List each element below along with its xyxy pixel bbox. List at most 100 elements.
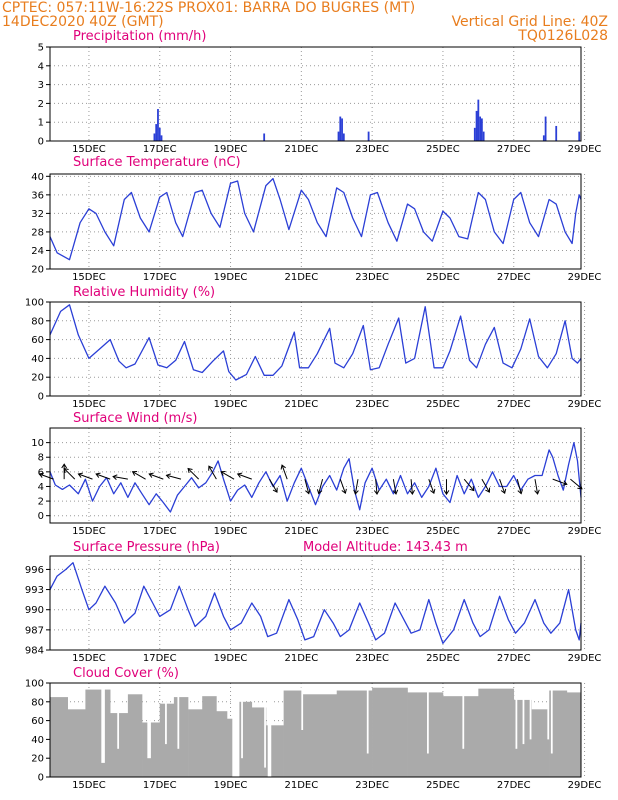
precip-bar [367,131,370,141]
precip-bar [341,118,343,141]
wind-arrow [481,478,490,493]
pressure-y-tick-label: 993 [25,585,44,596]
wind-arrow-head [220,471,226,476]
wind-frame [49,427,582,524]
wind-arrow [95,473,111,480]
wind-arrow [187,468,200,480]
cloud-cover-block [202,696,217,777]
humidity-x-tick-label: 25DEC [426,399,460,410]
humidity-x-tick-label: 23DEC [355,399,389,410]
header-model-id: TQ0126L028 [518,28,608,44]
wind-arrow-head [409,489,415,496]
temp-x-tick-label: 29DEC [568,272,602,283]
wind-arrow [39,473,54,480]
wind-arrow [392,479,397,495]
wind-arrow [354,479,359,495]
pressure-x-tick-label: 29DEC [568,653,602,664]
wind-x-tick-label: 29DEC [568,526,602,537]
wind-arrow [78,473,93,480]
temp-line [49,177,582,261]
wind-arrow [499,478,506,494]
precip-x-tick-label: 17DEC [143,144,177,155]
cloud-cover-block [566,692,582,777]
cloud-cover-block [442,696,479,777]
cloud-x-tick-label: 29DEC [568,780,602,791]
header-grid-line: Vertical Grid Line: 40Z [451,14,608,30]
cloud-cover-gap [264,683,266,768]
wind-arrow [375,479,378,495]
pressure-x-tick-label: 25DEC [426,653,460,664]
wind-arrow [237,473,252,480]
cloud-x-tick-label: 19DEC [214,780,248,791]
wind-x-tick-label: 27DEC [497,526,531,537]
precip-y-tick-label: 1 [38,118,44,129]
precip-bar [544,116,547,141]
pressure-line [49,562,582,644]
precip-bar [475,110,478,141]
wind-arrow-head [534,489,540,495]
temp-title: Surface Temperature (nC) [73,155,241,170]
cloud-cover-block [372,687,408,777]
pressure-x-tick-label: 27DEC [497,653,531,664]
humidity-y-tick-label: 0 [38,392,44,403]
precip-x-tick-label: 15DEC [72,144,106,155]
humidity-x-tick-label: 17DEC [143,399,177,410]
humidity-y-tick-label: 100 [25,298,44,309]
precip-y-tick-label: 5 [38,43,44,54]
cloud-cover-block [159,703,175,777]
wind-x-tick-label: 21DEC [284,526,318,537]
cloud-cover-gap [117,683,120,749]
pressure-frame [49,555,582,651]
precip-bar [339,116,342,141]
humidity-x-tick-label: 29DEC [568,399,602,410]
humidity-frame [49,301,582,397]
precip-bar [153,133,156,141]
wind-arrow-head [272,487,278,493]
cloud-cover-block [549,690,568,777]
wind-arrow [63,468,76,480]
precip-bar [473,127,476,141]
precip-y-tick-label: 4 [38,61,44,72]
wind-arrow-head [353,489,359,495]
precip-bar [482,131,485,141]
wind-x-tick-label: 17DEC [143,526,177,537]
precip-bar [555,125,558,141]
cloud-frame [49,682,582,778]
wind-x-tick-label: 23DEC [355,526,389,537]
precip-x-tick-label: 21DEC [284,144,318,155]
wind-arrow [534,479,539,495]
model-altitude-label: Model Altitude: 143.43 m [303,540,468,555]
cloud-y-tick-label: 0 [38,773,44,784]
cloud-x-tick-label: 23DEC [355,780,389,791]
precip-x-tick-label: 23DEC [355,144,389,155]
wind-arrow [552,478,567,485]
cloud-y-tick-label: 80 [31,697,44,708]
precip-bar [155,124,158,141]
wind-arrow [208,465,217,480]
cloud-cover-block [478,688,515,777]
cloud-cover-block [531,709,550,777]
wind-arrow [463,478,475,491]
precip-x-tick-label: 27DEC [497,144,531,155]
wind-y-tick-label: 6 [38,467,44,478]
cloud-cover-gap [241,683,243,759]
wind-arrow-head [61,463,68,469]
cloud-y-tick-label: 100 [25,679,44,690]
wind-x-tick-label: 19DEC [214,526,248,537]
wind-arrow [281,464,288,480]
cloud-cover-block [173,697,189,777]
wind-arrow-head [562,480,568,486]
cloud-cover-block [407,692,444,777]
cloud-cover-gap [101,683,105,763]
cloud-x-tick-label: 27DEC [497,780,531,791]
wind-arrow-head [280,464,286,470]
temp-y-tick-label: 36 [31,190,44,201]
cloud-cover-block [85,689,111,777]
cloud-cover-gap [427,683,429,754]
cloud-cover-block [216,711,228,777]
precip-bar [157,109,159,141]
precip-x-tick-label: 25DEC [426,144,460,155]
temp-x-tick-label: 27DEC [497,272,531,283]
temp-x-tick-label: 21DEC [284,272,318,283]
